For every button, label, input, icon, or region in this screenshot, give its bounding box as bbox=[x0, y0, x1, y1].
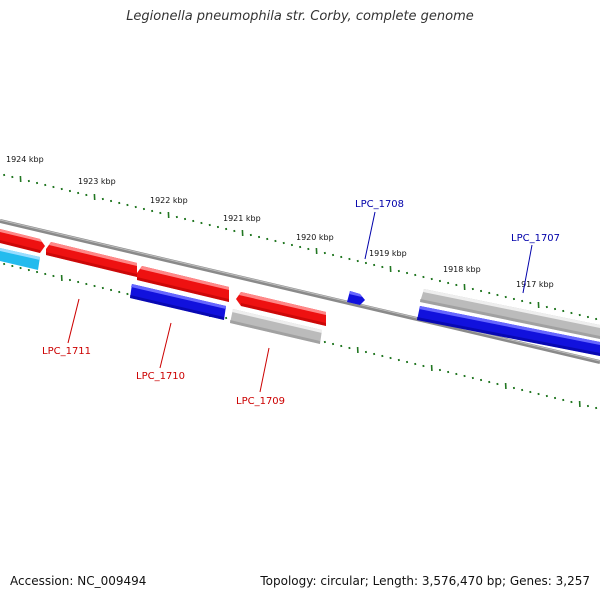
gene-label-lpc-1710[interactable]: LPC_1710 bbox=[136, 371, 185, 382]
genome-backbone-highlight bbox=[0, 219, 600, 362]
reverse-strand-genes bbox=[0, 248, 600, 356]
map-title: Legionella pneumophila str. Corby, compl… bbox=[126, 9, 474, 24]
kbp-label-1922: 1922 kbp bbox=[150, 196, 188, 205]
gene-feature-lpc-1710[interactable] bbox=[137, 266, 229, 302]
gene-label-lpc-1709[interactable]: LPC_1709 bbox=[236, 396, 285, 407]
genome-backbone bbox=[0, 219, 600, 364]
genome-summary-text: Topology: circular; Length: 3,576,470 bp… bbox=[260, 574, 590, 588]
gene-feature-grey-forward[interactable] bbox=[420, 289, 600, 339]
kbp-label-1917: 1917 kbp bbox=[516, 280, 554, 289]
upper-tick-scale bbox=[3, 173, 598, 321]
leader-lpc-1711 bbox=[67, 298, 80, 344]
kbp-label-1924: 1924 kbp bbox=[6, 155, 44, 164]
gene-labels: LPC_1711 LPC_1710 LPC_1709 LPC_1708 LPC_… bbox=[42, 199, 560, 407]
gene-label-lpc-1707[interactable]: LPC_1707 bbox=[511, 233, 560, 244]
leader-lpc-1710 bbox=[159, 322, 172, 369]
kbp-label-1920: 1920 kbp bbox=[296, 233, 334, 242]
gene-feature-grey-reverse[interactable] bbox=[230, 309, 322, 344]
forward-strand-genes bbox=[0, 229, 600, 339]
kbp-label-1919: 1919 kbp bbox=[369, 249, 407, 258]
gene-feature-left[interactable] bbox=[0, 229, 45, 253]
accession-text: Accession: NC_009494 bbox=[10, 574, 147, 588]
gene-feature-blue-2[interactable] bbox=[417, 306, 600, 356]
leader-lpc-1708 bbox=[364, 211, 376, 260]
leader-lpc-1709 bbox=[259, 347, 270, 393]
gene-label-lpc-1708[interactable]: LPC_1708 bbox=[355, 199, 404, 210]
kbp-labels: 1924 kbp 1923 kbp 1922 kbp 1921 kbp 1920… bbox=[6, 155, 554, 289]
gene-feature-cyan[interactable] bbox=[0, 248, 40, 270]
label-leaders bbox=[67, 211, 533, 393]
kbp-label-1918: 1918 kbp bbox=[443, 265, 481, 274]
gene-feature-blue-1[interactable] bbox=[130, 284, 226, 320]
gene-feature-lpc-1709[interactable] bbox=[236, 292, 326, 326]
kbp-label-1921: 1921 kbp bbox=[223, 214, 261, 223]
gene-feature-lpc-1708-reverse-small[interactable] bbox=[347, 291, 365, 305]
gene-label-lpc-1711[interactable]: LPC_1711 bbox=[42, 346, 91, 357]
leader-lpc-1707 bbox=[522, 244, 533, 294]
gene-feature-lpc-1711[interactable] bbox=[46, 242, 137, 277]
kbp-label-1923: 1923 kbp bbox=[78, 177, 116, 186]
